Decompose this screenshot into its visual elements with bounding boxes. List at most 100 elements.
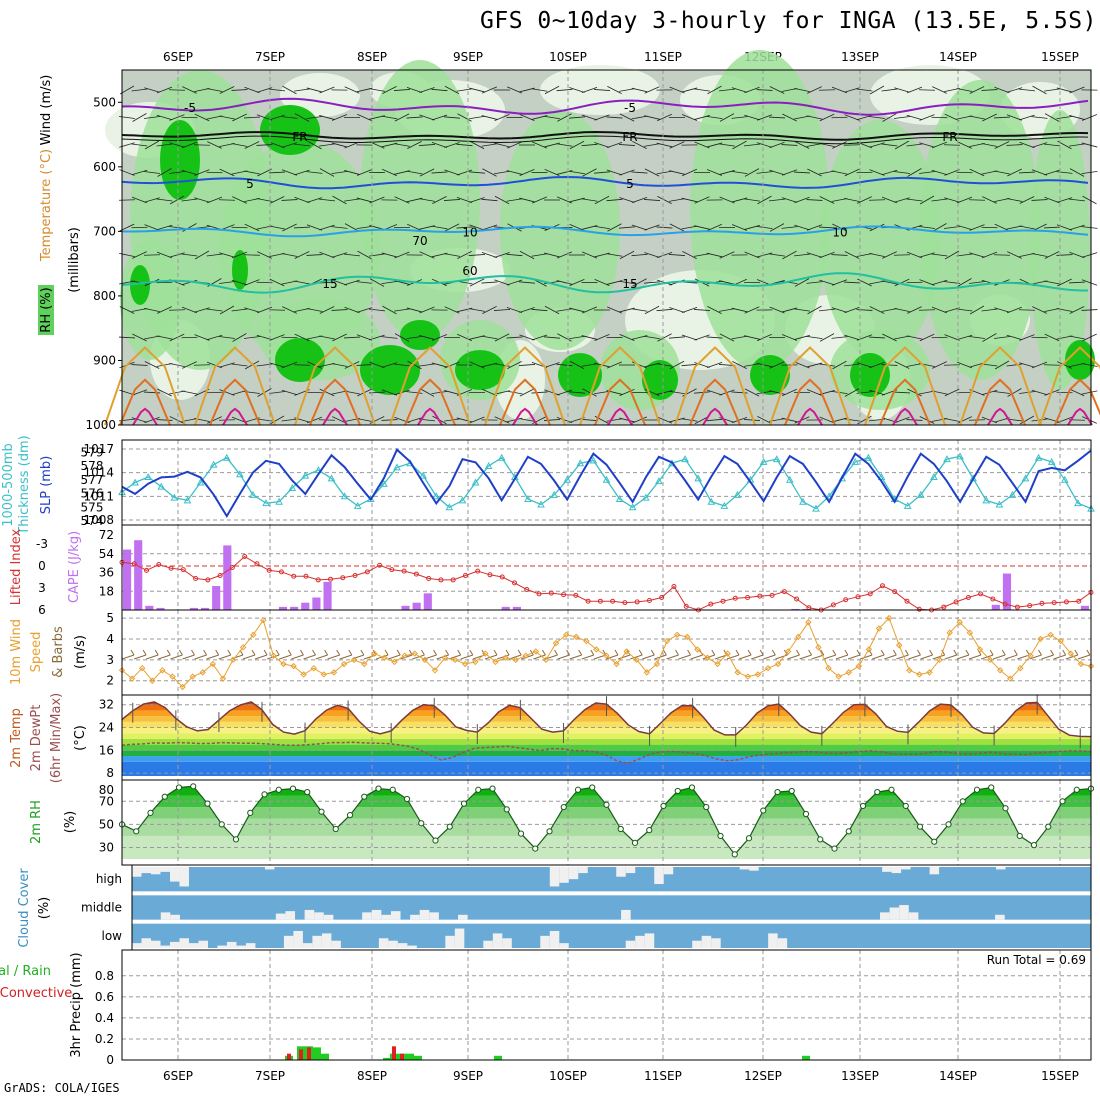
- wind-barb: [719, 113, 735, 122]
- wind-barb: [931, 418, 948, 422]
- wind-barb: [481, 143, 498, 147]
- wind-barb: [1056, 254, 1073, 256]
- lifted-index-point: [757, 593, 763, 599]
- wind-barb: [956, 334, 973, 341]
- wind-barb: [282, 306, 297, 314]
- wind-barb: [219, 252, 235, 258]
- wind-barb: [194, 307, 210, 313]
- wind-barb: [606, 116, 623, 119]
- wind-barb: [1006, 114, 1023, 121]
- wind-barb: [981, 143, 998, 147]
- cloud-clear-bar: [880, 912, 890, 920]
- rh2m-point: [603, 801, 610, 808]
- wind-barb: [1007, 168, 1022, 177]
- wind-barb: [781, 144, 798, 146]
- wind-barb: [169, 416, 185, 424]
- wind-barb: [906, 363, 923, 367]
- wind-barb: [644, 252, 660, 258]
- wind-barb: [279, 654, 292, 660]
- cloud-clear-bar: [701, 935, 712, 948]
- rh2m-point: [332, 825, 339, 833]
- thickness-point: [537, 500, 545, 508]
- temp2m-tick-label: 8: [106, 766, 114, 780]
- wind10m-point: [996, 667, 1004, 674]
- wind-barb: [1056, 197, 1073, 203]
- wind-barb: [606, 253, 623, 257]
- cloud-clear-bar: [621, 909, 631, 920]
- temperature-contour-hottest: [892, 407, 918, 426]
- lifted-index-point: [892, 589, 898, 595]
- rh-saturated-region: [275, 338, 325, 382]
- cloud-clear-bar: [312, 935, 322, 948]
- rh2m-point: [745, 835, 753, 842]
- cloud-clear-bar: [663, 867, 674, 875]
- ylabel-wind10m: 10m Wind: [9, 619, 24, 685]
- temperature-contour: [121, 130, 1089, 141]
- wind-barb: [1069, 388, 1085, 397]
- wind-barb: [369, 196, 385, 204]
- wind-barb: [1082, 333, 1097, 342]
- wind-barb: [931, 169, 948, 176]
- wind-barb-flag: [1086, 649, 1091, 656]
- wind-barb: [681, 334, 698, 341]
- wind-barb-flag: [917, 649, 921, 656]
- wind-barb: [1044, 280, 1060, 285]
- wind-barb: [1018, 171, 1036, 174]
- wind-barb: [557, 333, 572, 342]
- ylabel-precip: 3hr Precip (mm): [69, 952, 84, 1057]
- wind-barb: [1029, 654, 1042, 660]
- wind-barb: [669, 141, 685, 149]
- wind-barb: [868, 336, 886, 339]
- lifted-index-point: [732, 595, 738, 601]
- wind-barb: [1031, 418, 1048, 422]
- wind-barb: [694, 334, 710, 341]
- wind-barb: [619, 88, 635, 92]
- wind-barb-flag: [904, 649, 909, 656]
- wind-barb: [931, 198, 948, 202]
- wind-barb: [619, 389, 635, 396]
- wind-barb: [1031, 253, 1048, 257]
- wind-barb: [944, 226, 960, 229]
- wind-barb: [182, 86, 197, 94]
- wind10m-point: [1017, 664, 1024, 672]
- wind-barb: [794, 87, 810, 93]
- wind-barb: [882, 333, 897, 342]
- wind-barb: [494, 170, 510, 175]
- wind10m-point: [805, 619, 812, 626]
- wind10m-point: [896, 642, 903, 649]
- wind-barb: [506, 198, 523, 202]
- wind-barb: [294, 280, 310, 285]
- wind-barb: [1031, 199, 1048, 201]
- wind-barb-flag: [396, 649, 401, 656]
- wind-barb: [269, 141, 285, 149]
- temperature-contour-warm: [959, 346, 1041, 426]
- wind-barb: [1056, 171, 1073, 174]
- wind-barb: [881, 308, 898, 312]
- cloud-clear-bar: [179, 938, 189, 948]
- temperature-contour-hot: [209, 378, 261, 426]
- wind10m-point: [330, 669, 338, 676]
- wind-barb: [506, 141, 523, 149]
- pressure-tick-label: 800: [93, 289, 116, 303]
- wind-barb: [744, 363, 760, 367]
- cloud-clear-bar: [160, 867, 170, 872]
- temperature-contour-warm: [484, 346, 566, 426]
- wind-barb: [981, 251, 998, 259]
- wind-barb: [831, 279, 848, 286]
- wind-barb: [269, 196, 285, 204]
- rh-contour-label: 60: [462, 264, 477, 278]
- ylabel-wind10m-units: (m/s): [73, 635, 88, 669]
- rh-contour-label: 70: [412, 234, 427, 248]
- bottom-day-label: 7SEP: [255, 1069, 285, 1083]
- wind-barb: [756, 142, 773, 148]
- wind-barb: [706, 115, 723, 120]
- wind-barb: [919, 226, 935, 229]
- wind-barb: [519, 169, 535, 176]
- wind-barb: [306, 391, 323, 394]
- wind-barb: [344, 253, 360, 257]
- wind-barb: [144, 116, 160, 119]
- wind-barb: [544, 305, 560, 315]
- wind-barb: [994, 391, 1010, 394]
- wind-barb: [456, 88, 473, 92]
- wind-barb: [957, 141, 972, 149]
